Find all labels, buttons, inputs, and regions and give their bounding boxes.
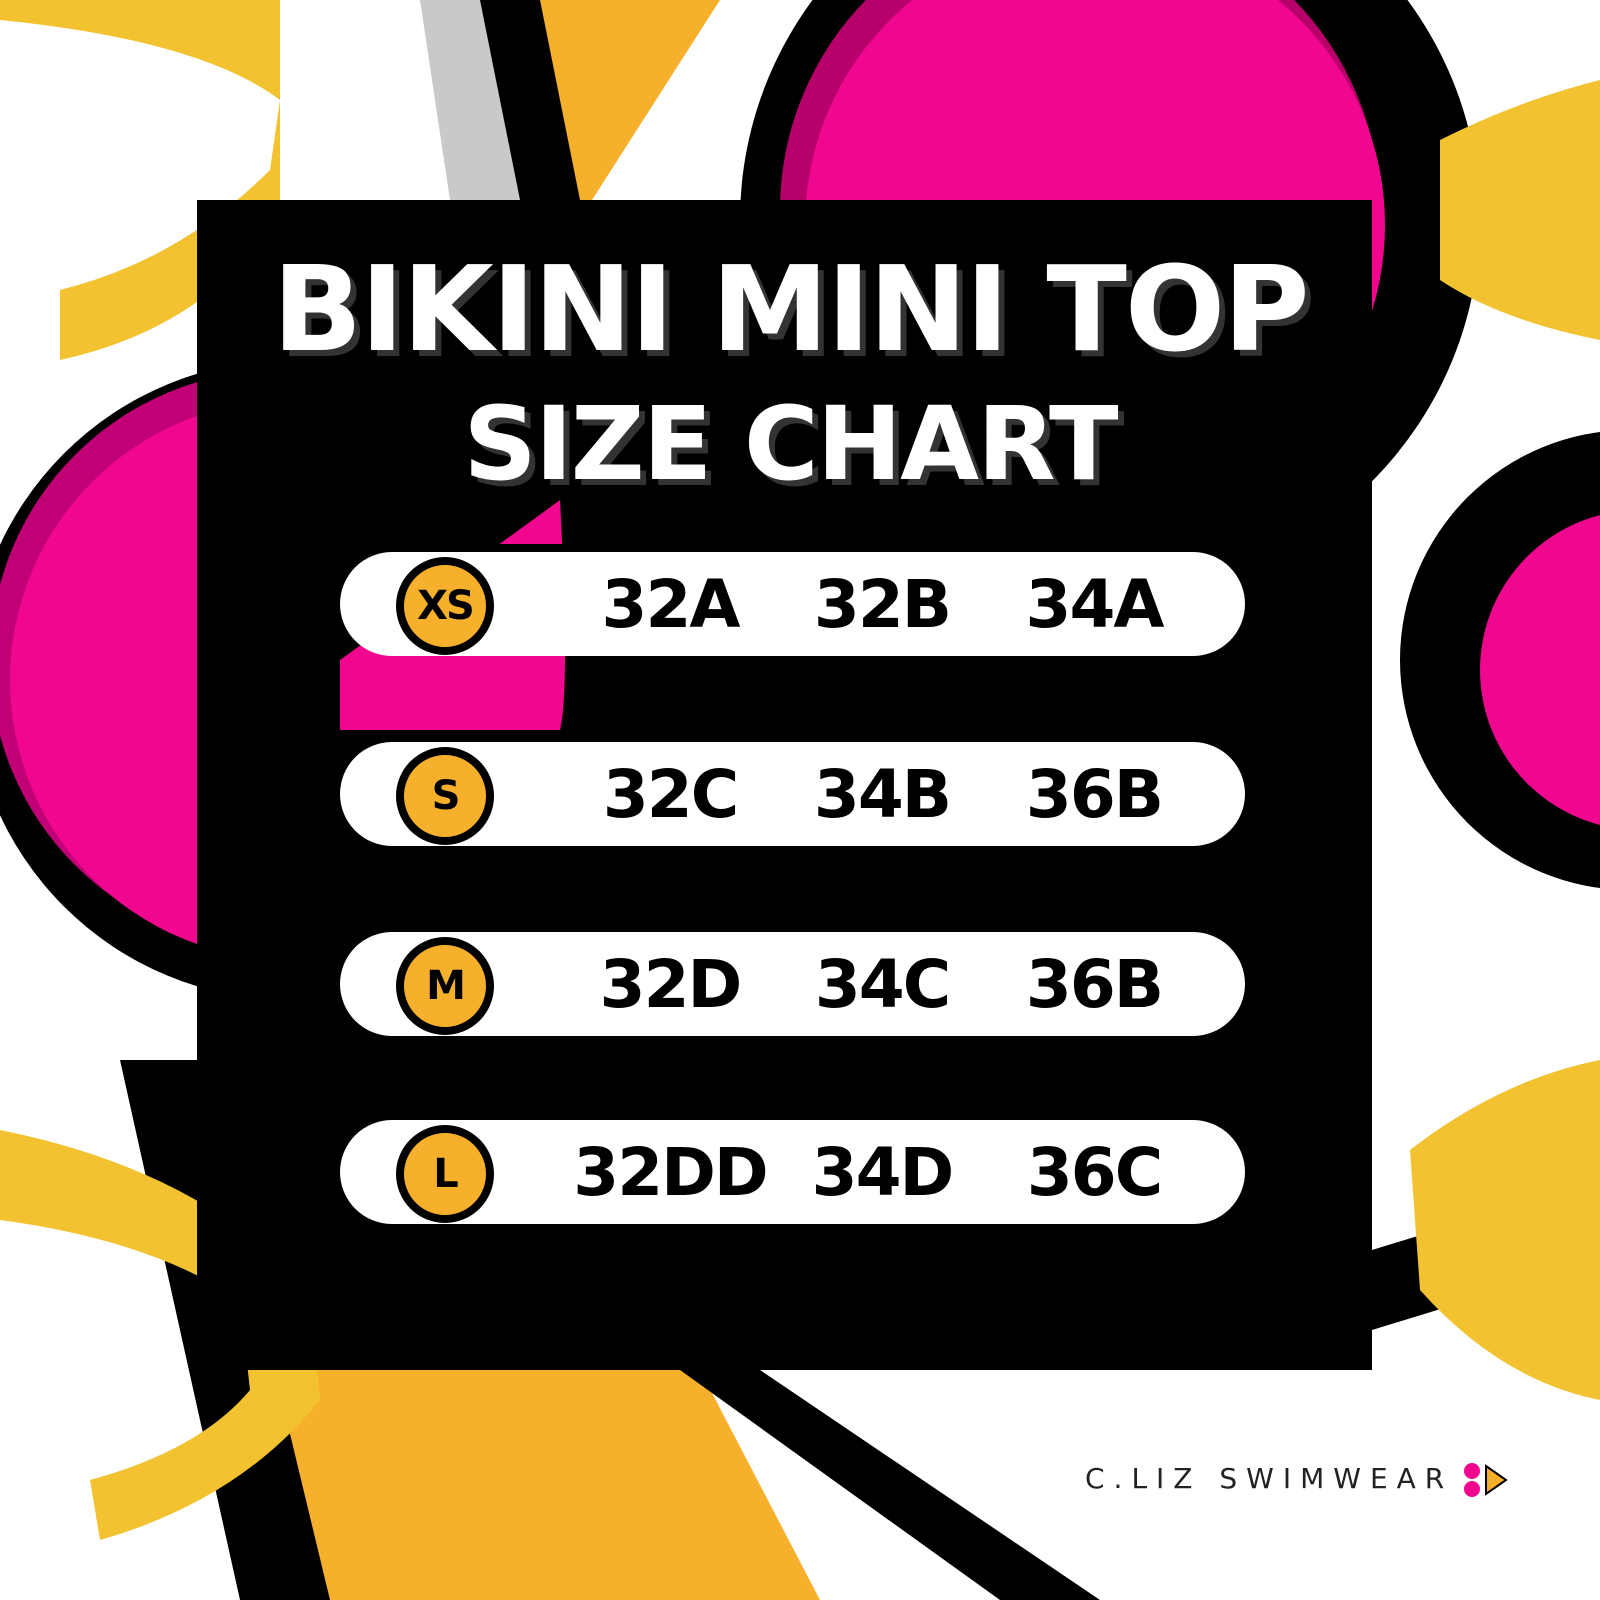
- size-badge: S: [396, 747, 494, 845]
- size-badge: XS: [396, 557, 494, 655]
- brand-name: C.LIZ SWIMWEAR: [1085, 1462, 1454, 1495]
- size-badge: M: [396, 937, 494, 1035]
- title-line-1: BIKINI MINI TOP: [269, 237, 1312, 381]
- size-value: 34C: [814, 946, 951, 1023]
- size-row-xs: XS 32A 32B 34A: [340, 552, 1245, 656]
- size-row-s: S 32C 34B 36B: [340, 742, 1245, 846]
- brand-logo-icon: [1464, 1463, 1508, 1497]
- size-value: 36B: [1025, 946, 1164, 1023]
- size-badge: L: [396, 1125, 494, 1223]
- size-value: 34A: [1025, 566, 1165, 643]
- size-value: 32B: [813, 566, 952, 643]
- size-value: 32C: [602, 756, 739, 833]
- size-value: 36B: [1025, 756, 1164, 833]
- size-value: 32D: [599, 946, 743, 1023]
- size-value: 34B: [813, 756, 952, 833]
- size-value: 32A: [601, 566, 741, 643]
- title-line-2: SIZE CHART: [460, 382, 1121, 507]
- size-value: 32DD: [573, 1134, 768, 1211]
- size-row-m: M 32D 34C 36B: [340, 932, 1245, 1036]
- size-value: 36C: [1026, 1134, 1163, 1211]
- size-value: 34D: [811, 1134, 955, 1211]
- size-row-l: L 32DD 34D 36C: [340, 1120, 1245, 1224]
